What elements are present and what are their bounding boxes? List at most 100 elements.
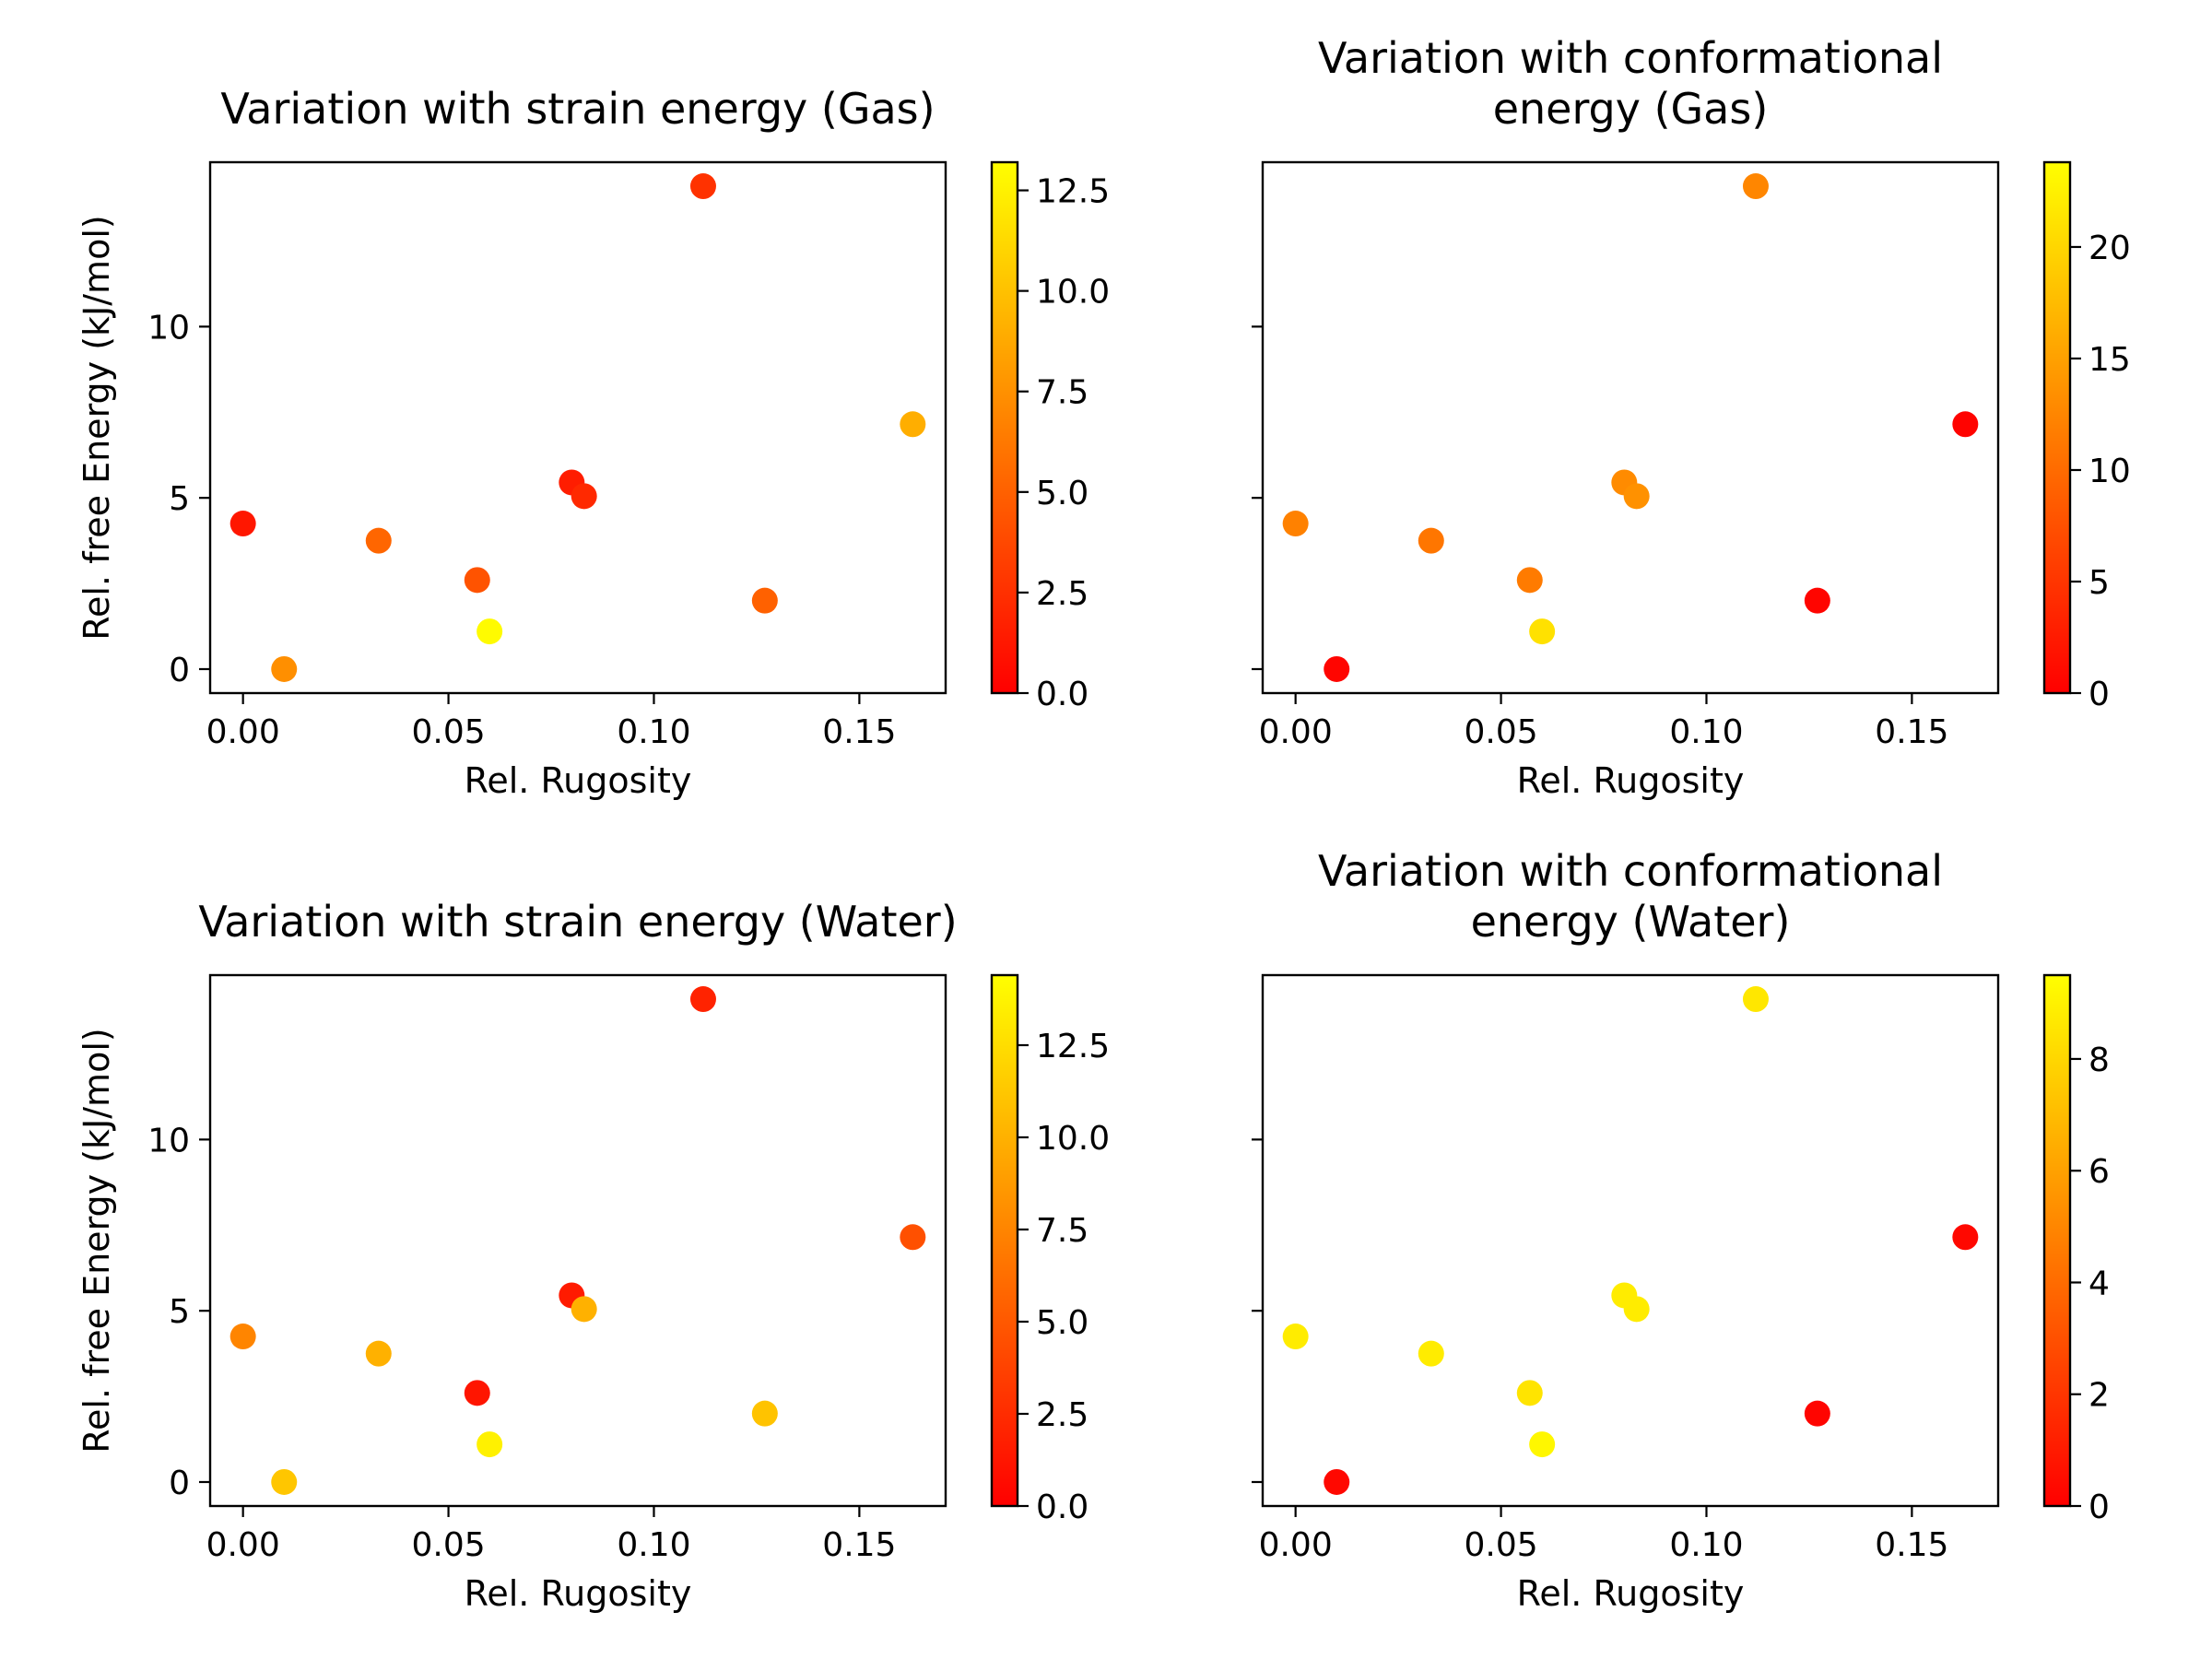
colorbar-tick-label: 2: [2088, 1377, 2110, 1415]
colorbar-tick-label: 4: [2088, 1265, 2110, 1302]
colorbar-gradient: [2044, 975, 2070, 1506]
colorbar-frame: [990, 973, 1019, 1508]
data-point: [1324, 1468, 1350, 1495]
colorbar: 0 2 4 6 8: [2042, 973, 2110, 1526]
plot-frame: [208, 160, 947, 695]
data-point: [1623, 483, 1650, 510]
colorbar-tick-label: 7.5: [1036, 1212, 1088, 1250]
y-tick-label: 0: [169, 1465, 190, 1502]
colorbar-tick-label: 0: [2088, 1488, 2110, 1526]
data-point: [365, 527, 392, 554]
data-point: [900, 1224, 926, 1251]
y-axis-label: Rel. free Energy (kJ/mol): [76, 215, 117, 640]
colorbar-tick-label: 5: [2088, 564, 2110, 602]
colorbar: 0.0 2.5 5.0 7.5 10.0 12.5: [990, 160, 1110, 713]
y-tick-label: 10: [147, 1122, 190, 1159]
data-point: [229, 1324, 256, 1350]
data-point: [1952, 1224, 1979, 1251]
x-axis-label: Rel. Rugosity: [1517, 1573, 1745, 1614]
data-point: [365, 1340, 392, 1367]
data-point: [1418, 1340, 1444, 1367]
x-tick-label: 0.10: [617, 1526, 690, 1564]
x-tick-label: 0.15: [822, 1526, 896, 1564]
x-axis-label: Rel. Rugosity: [465, 760, 692, 801]
colorbar-tick-label: 10.0: [1036, 274, 1110, 312]
subplot-title: Variation with conformational: [1318, 33, 1943, 83]
subplot-title: Variation with conformational: [1318, 846, 1943, 896]
colorbar-tick-label: 12.5: [1036, 173, 1110, 211]
subplot-title: energy (Gas): [1493, 84, 1769, 134]
subplot-title: energy (Water): [1471, 897, 1791, 947]
plot-frame: [1261, 160, 2000, 695]
x-tick-label: 0.15: [822, 713, 896, 751]
data-point: [1516, 567, 1543, 594]
y-axis-label: Rel. free Energy (kJ/mol): [76, 1028, 117, 1453]
x-tick-label: 0.00: [1259, 713, 1333, 751]
x-tick-label: 0.10: [1669, 1526, 1743, 1564]
colorbar-tick-label: 6: [2088, 1153, 2110, 1191]
colorbar: 0.0 2.5 5.0 7.5 10.0 12.5: [990, 973, 1110, 1526]
data-point: [571, 483, 597, 510]
x-tick-label: 0.05: [1464, 1526, 1537, 1564]
data-point: [1282, 1324, 1309, 1350]
subplot-title: Variation with strain energy (Gas): [220, 84, 935, 134]
plot-frame: [208, 973, 947, 1508]
x-tick-label: 0.10: [617, 713, 690, 751]
colorbar-gradient: [992, 162, 1018, 693]
x-axis-label: Rel. Rugosity: [1517, 760, 1745, 801]
data-point: [1623, 1296, 1650, 1323]
colorbar-tick-label: 2.5: [1036, 575, 1088, 613]
data-point: [751, 1400, 778, 1427]
colorbar-tick-label: 8: [2088, 1041, 2110, 1079]
x-tick-label: 0.05: [411, 1526, 485, 1564]
subplot-title: Variation with strain energy (Water): [198, 897, 957, 947]
colorbar-tick-label: 0.0: [1036, 1488, 1088, 1526]
x-tick-label: 0.00: [206, 713, 280, 751]
x-tick-label: 0.15: [1875, 713, 1948, 751]
colorbar-frame: [990, 160, 1019, 695]
colorbar-tick-label: 20: [2088, 229, 2131, 267]
data-point: [1804, 1400, 1830, 1427]
data-point: [271, 655, 298, 682]
y-tick-label: 0: [169, 652, 190, 689]
colorbar-tick-label: 0.0: [1036, 676, 1088, 713]
data-point: [1742, 173, 1769, 200]
data-point: [1529, 618, 1556, 645]
colorbar-tick-label: 12.5: [1036, 1028, 1110, 1065]
colorbar-tick-label: 5.0: [1036, 475, 1088, 512]
plot-frame: [1261, 973, 2000, 1508]
data-point: [689, 986, 716, 1013]
data-point: [1804, 587, 1830, 614]
x-tick-label: 0.05: [411, 713, 485, 751]
colorbar-gradient: [2044, 162, 2070, 693]
colorbar-tick-label: 5.0: [1036, 1304, 1088, 1342]
x-axis-label: Rel. Rugosity: [465, 1573, 692, 1614]
data-point: [271, 1468, 298, 1495]
x-tick-label: 0.10: [1669, 713, 1743, 751]
data-point: [571, 1296, 597, 1323]
x-tick-label: 0.00: [206, 1526, 280, 1564]
data-point: [229, 511, 256, 537]
y-tick-label: 5: [169, 1293, 190, 1331]
x-tick-label: 0.05: [1464, 713, 1537, 751]
colorbar-tick-label: 7.5: [1036, 374, 1088, 412]
subplot-1: Variation with strain energy (Gas)0.00 0.…: [76, 84, 1110, 801]
y-tick-label: 5: [169, 480, 190, 518]
data-point: [900, 411, 926, 438]
data-point: [1516, 1380, 1543, 1406]
colorbar: 0 5 10 15 20: [2042, 160, 2131, 713]
colorbar-tick-label: 0: [2088, 676, 2110, 713]
data-point: [1742, 986, 1769, 1013]
colorbar-tick-label: 10.0: [1036, 1120, 1110, 1158]
colorbar-tick-label: 2.5: [1036, 1396, 1088, 1434]
data-point: [1952, 411, 1979, 438]
data-point: [1324, 655, 1350, 682]
colorbar-frame: [2042, 973, 2072, 1508]
colorbar-gradient: [992, 975, 1018, 1506]
data-point: [1529, 1431, 1556, 1458]
data-point: [1282, 511, 1309, 537]
y-tick-label: 10: [147, 309, 190, 347]
